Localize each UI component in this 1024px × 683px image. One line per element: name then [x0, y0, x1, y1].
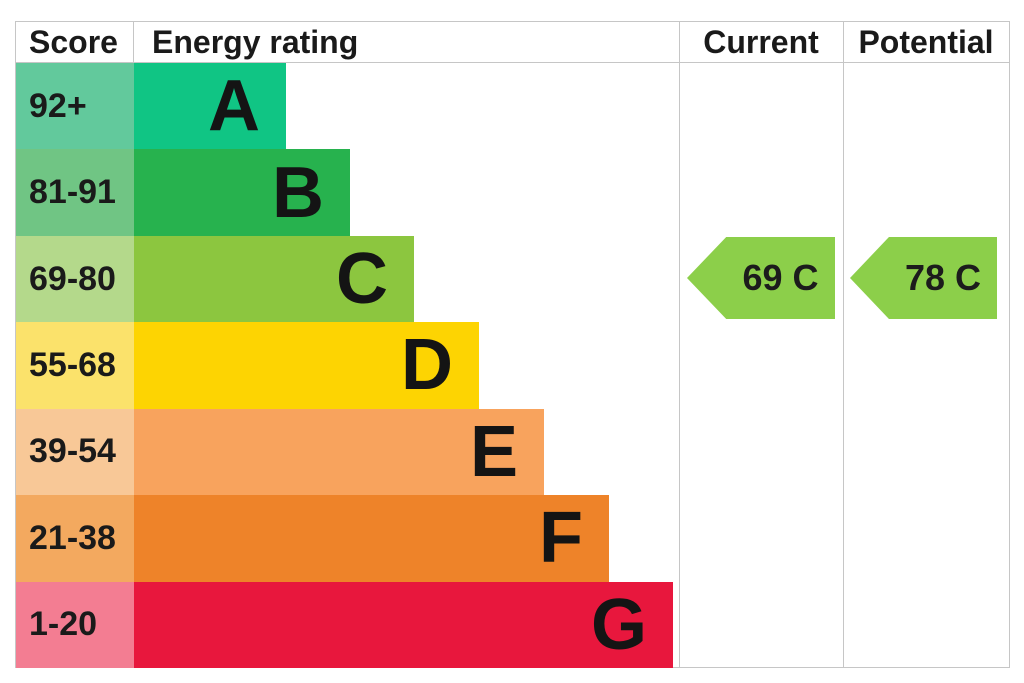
header-potential: Potential [858, 23, 994, 60]
band-row-e: 39-54 E [16, 408, 1009, 496]
potential-rating-band: C [955, 257, 982, 298]
band-row-f: 21-38 F [16, 495, 1009, 582]
band-row-d: 55-68 D [16, 322, 1009, 409]
rating-bar-a: A [134, 63, 286, 150]
score-cell-f: 21-38 [16, 495, 134, 582]
rating-letter-e: E [469, 411, 518, 492]
table-header: Score Energy rating Current Potential [16, 22, 1009, 63]
rating-letter-b: B [272, 152, 324, 233]
current-rating-value: 69 [742, 257, 783, 298]
band-rows: 92+ A 81-91 B 69-80 C 55-68 D [16, 63, 1009, 668]
rating-bar-f: F [134, 495, 609, 582]
band-row-c: 69-80 C [16, 235, 1009, 323]
rating-letter-d: D [401, 325, 453, 406]
rating-letter-f: F [539, 498, 583, 579]
rating-bar-d: D [134, 322, 479, 409]
score-cell-d: 55-68 [16, 322, 134, 409]
rating-bar-b: B [134, 149, 350, 236]
rating-letter-a: A [208, 66, 260, 147]
score-cell-b: 81-91 [16, 149, 134, 236]
potential-rating-value: 78 [904, 257, 946, 298]
band-row-a: 92+ A [16, 63, 1009, 150]
header-energy-rating: Energy rating [152, 23, 359, 60]
score-cell-a: 92+ [16, 63, 134, 150]
score-cell-e: 39-54 [16, 408, 134, 496]
divider-potential-column [843, 22, 844, 667]
band-row-g: 1-20 G [16, 581, 1009, 668]
rating-letter-c: C [336, 239, 388, 320]
score-cell-g: 1-20 [16, 581, 134, 668]
band-row-b: 81-91 B [16, 149, 1009, 236]
divider-current-column [679, 22, 680, 667]
rating-bar-e: E [134, 408, 544, 496]
header-current: Current [703, 23, 819, 60]
rating-bar-g: G [134, 581, 673, 668]
header-score: Score [16, 22, 134, 62]
rating-bar-c: C [134, 235, 414, 323]
epc-table: Score Energy rating Current Potential 92… [15, 21, 1010, 668]
score-cell-c: 69-80 [16, 235, 134, 323]
rating-letter-g: G [590, 584, 647, 665]
current-rating-band: C [792, 257, 819, 298]
